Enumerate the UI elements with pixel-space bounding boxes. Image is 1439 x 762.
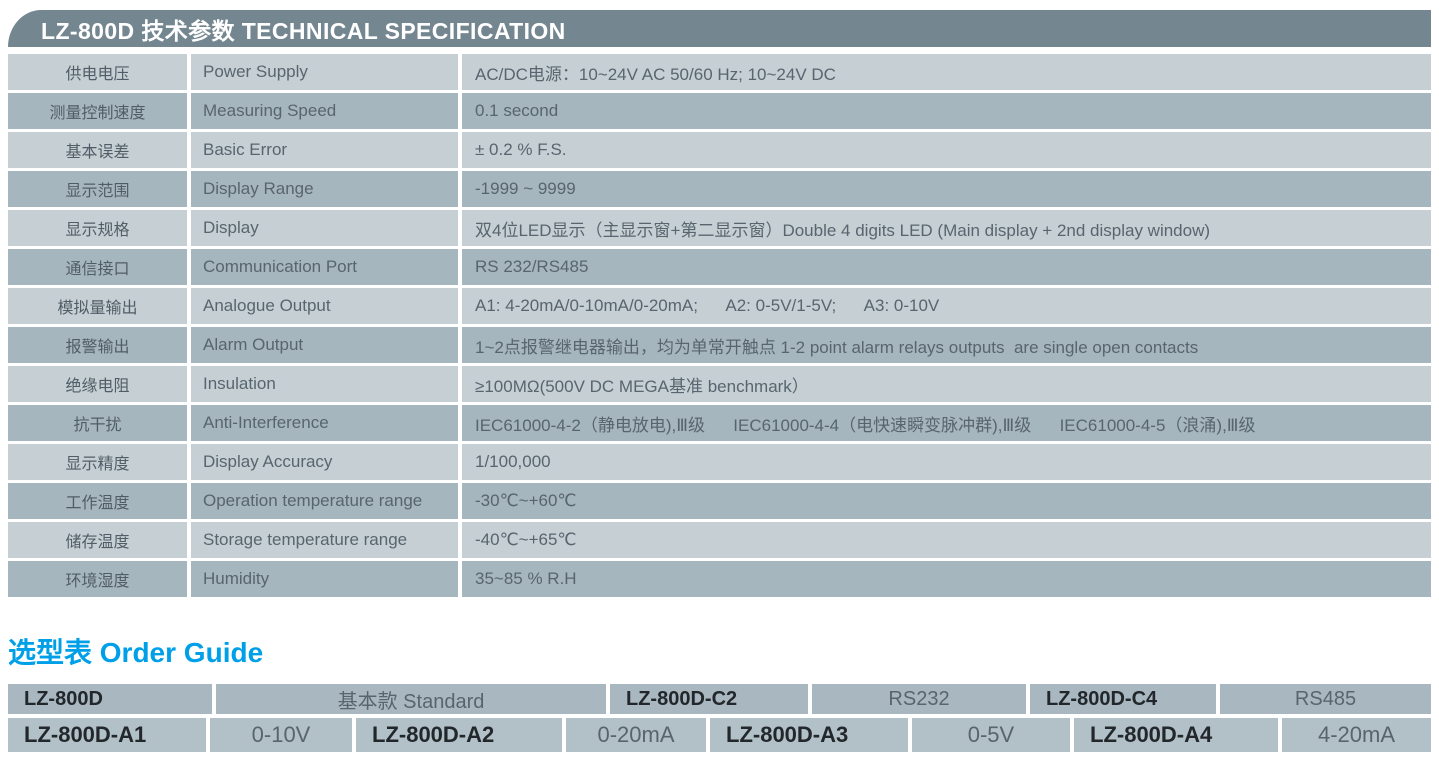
spec-value: AC/DC电源：10~24V AC 50/60 Hz; 10~24V DC	[462, 54, 1431, 90]
order-value-cell: RS232	[812, 684, 1026, 714]
spec-row: 测量控制速度 Measuring Speed 0.1 second	[8, 93, 1431, 129]
order-model-cell: LZ-800D-C4	[1030, 684, 1216, 714]
spec-row: 显示精度 Display Accuracy 1/100,000	[8, 444, 1431, 480]
order-value-cell: 0-20mA	[566, 718, 706, 752]
order-value-cell: 基本款 Standard	[216, 684, 606, 714]
spec-row: 环境湿度 Humidity 35~85 % R.H	[8, 561, 1431, 597]
spec-value: -1999 ~ 9999	[462, 171, 1431, 207]
order-model-cell: LZ-800D-A1	[8, 718, 206, 752]
spec-value: RS 232/RS485	[462, 249, 1431, 285]
page-title: LZ-800D 技术参数 TECHNICAL SPECIFICATION	[41, 17, 566, 44]
order-value-cell: 0-5V	[912, 718, 1070, 752]
spec-label-en: Anti-Interference	[191, 405, 458, 441]
order-value-cell: 4-20mA	[1282, 718, 1431, 752]
spec-label-cn: 报警输出	[8, 327, 187, 363]
order-model-cell: LZ-800D	[8, 684, 212, 714]
spec-row: 模拟量输出 Analogue Output A1: 4-20mA/0-10mA/0-…	[8, 288, 1431, 324]
spec-label-cn: 显示范围	[8, 171, 187, 207]
spec-row: 工作温度 Operation temperature range -30℃~+60℃	[8, 483, 1431, 519]
spec-label-cn: 环境湿度	[8, 561, 187, 597]
spec-value: 双4位LED显示（主显示窗+第二显示窗）Double 4 digits LED …	[462, 210, 1431, 246]
spec-value: 1/100,000	[462, 444, 1431, 480]
spec-label-cn: 供电电压	[8, 54, 187, 90]
spec-row: 供电电压 Power Supply AC/DC电源：10~24V AC 50/60 …	[8, 54, 1431, 90]
spec-table: 供电电压 Power Supply AC/DC电源：10~24V AC 50/60 …	[8, 54, 1431, 597]
spec-label-en: Insulation	[191, 366, 458, 402]
spec-row: 基本误差 Basic Error ± 0.2 % F.S.	[8, 132, 1431, 168]
spec-value: A1: 4-20mA/0-10mA/0-20mA; A2: 0-5V/1-5V;…	[462, 288, 1431, 324]
spec-label-en: Measuring Speed	[191, 93, 458, 129]
spec-value: 1~2点报警继电器输出，均为单常开触点 1-2 point alarm rela…	[462, 327, 1431, 363]
order-guide-row: LZ-800D-A1 0-10V LZ-800D-A2 0-20mA LZ-800D-A…	[8, 718, 1431, 752]
spec-row: 显示范围 Display Range -1999 ~ 9999	[8, 171, 1431, 207]
spec-label-en: Storage temperature range	[191, 522, 458, 558]
order-model-cell: LZ-800D-A2	[356, 718, 562, 752]
order-guide-row: LZ-800D 基本款 Standard LZ-800D-C2 RS232 LZ-800…	[8, 684, 1431, 714]
spec-label-cn: 显示规格	[8, 210, 187, 246]
spec-value: -30℃~+60℃	[462, 483, 1431, 519]
spec-label-en: Display Accuracy	[191, 444, 458, 480]
spec-value: -40℃~+65℃	[462, 522, 1431, 558]
spec-value: ≥100MΩ(500V DC MEGA基准 benchmark）	[462, 366, 1431, 402]
order-guide-table: LZ-800D 基本款 Standard LZ-800D-C2 RS232 LZ-800…	[8, 684, 1431, 752]
spec-label-en: Humidity	[191, 561, 458, 597]
spec-label-en: Communication Port	[191, 249, 458, 285]
spec-row: 显示规格 Display 双4位LED显示（主显示窗+第二显示窗）Double 4 …	[8, 210, 1431, 246]
spec-value: IEC61000-4-2（静电放电),Ⅲ级 IEC61000-4-4（电快速瞬变…	[462, 405, 1431, 441]
order-model-cell: LZ-800D-C2	[610, 684, 808, 714]
spec-row: 通信接口 Communication Port RS 232/RS485	[8, 249, 1431, 285]
spec-row: 抗干扰 Anti-Interference IEC61000-4-2（静电放电),Ⅲ…	[8, 405, 1431, 441]
spec-label-cn: 测量控制速度	[8, 93, 187, 129]
spec-label-cn: 基本误差	[8, 132, 187, 168]
spec-label-cn: 储存温度	[8, 522, 187, 558]
spec-label-en: Operation temperature range	[191, 483, 458, 519]
spec-label-cn: 工作温度	[8, 483, 187, 519]
spec-label-cn: 模拟量输出	[8, 288, 187, 324]
order-value-cell: 0-10V	[210, 718, 352, 752]
spec-label-en: Display	[191, 210, 458, 246]
spec-label-en: Basic Error	[191, 132, 458, 168]
spec-label-cn: 绝缘电阻	[8, 366, 187, 402]
order-guide-title: 选型表 Order Guide	[8, 637, 264, 668]
spec-label-en: Alarm Output	[191, 327, 458, 363]
spec-label-cn: 显示精度	[8, 444, 187, 480]
spec-label-en: Power Supply	[191, 54, 458, 90]
spec-row: 储存温度 Storage temperature range -40℃~+65℃	[8, 522, 1431, 558]
spec-value: 0.1 second	[462, 93, 1431, 129]
spec-label-cn: 抗干扰	[8, 405, 187, 441]
spec-label-cn: 通信接口	[8, 249, 187, 285]
order-model-cell: LZ-800D-A3	[710, 718, 908, 752]
order-model-cell: LZ-800D-A4	[1074, 718, 1278, 752]
spec-label-en: Analogue Output	[191, 288, 458, 324]
spec-section-header: LZ-800D 技术参数 TECHNICAL SPECIFICATION	[8, 10, 1431, 47]
order-value-cell: RS485	[1220, 684, 1431, 714]
spec-value: ± 0.2 % F.S.	[462, 132, 1431, 168]
spec-label-en: Display Range	[191, 171, 458, 207]
spec-row: 报警输出 Alarm Output 1~2点报警继电器输出，均为单常开触点 1-2 …	[8, 327, 1431, 363]
spec-value: 35~85 % R.H	[462, 561, 1431, 597]
spec-row: 绝缘电阻 Insulation ≥100MΩ(500V DC MEGA基准 benc…	[8, 366, 1431, 402]
